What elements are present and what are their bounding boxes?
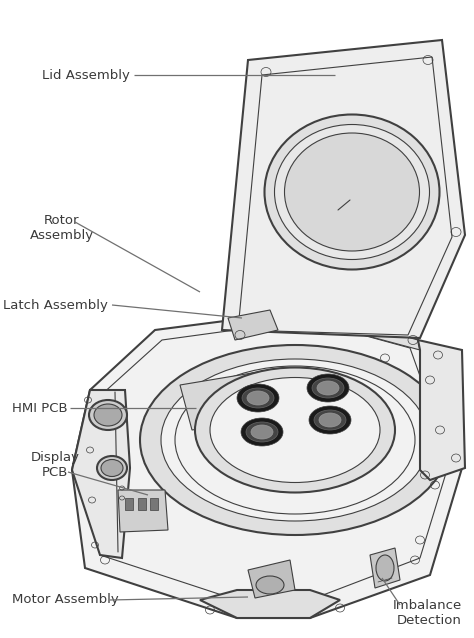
Ellipse shape: [210, 378, 380, 482]
Ellipse shape: [309, 406, 351, 434]
Text: Lid Assembly: Lid Assembly: [42, 68, 130, 82]
Ellipse shape: [264, 114, 439, 269]
Polygon shape: [418, 340, 465, 480]
Ellipse shape: [241, 418, 283, 446]
Ellipse shape: [140, 345, 450, 535]
Ellipse shape: [284, 133, 419, 251]
Text: Rotor
Assembly: Rotor Assembly: [30, 214, 94, 242]
Polygon shape: [72, 390, 130, 558]
Ellipse shape: [312, 378, 344, 398]
Bar: [125, 498, 133, 510]
Text: Imbalance
Detection: Imbalance Detection: [393, 599, 462, 627]
Polygon shape: [200, 590, 340, 618]
Polygon shape: [72, 310, 462, 618]
Ellipse shape: [161, 359, 429, 521]
Polygon shape: [308, 310, 420, 350]
Ellipse shape: [256, 576, 284, 594]
Ellipse shape: [195, 367, 395, 493]
Ellipse shape: [307, 374, 349, 402]
Ellipse shape: [247, 391, 269, 405]
Bar: [138, 498, 146, 510]
Ellipse shape: [94, 404, 122, 426]
Ellipse shape: [237, 384, 279, 412]
Text: Display
PCB: Display PCB: [30, 451, 80, 479]
Text: Latch Assembly: Latch Assembly: [3, 299, 108, 311]
Ellipse shape: [251, 425, 273, 439]
Ellipse shape: [319, 413, 341, 427]
Polygon shape: [118, 490, 168, 532]
Ellipse shape: [376, 555, 394, 581]
Ellipse shape: [97, 456, 127, 480]
Ellipse shape: [274, 124, 429, 260]
Polygon shape: [248, 560, 295, 598]
Polygon shape: [180, 370, 285, 430]
Ellipse shape: [317, 381, 339, 395]
Bar: [150, 498, 158, 510]
Ellipse shape: [89, 400, 127, 430]
Polygon shape: [228, 310, 278, 340]
Polygon shape: [370, 548, 400, 588]
Polygon shape: [222, 40, 465, 338]
Text: HMI PCB: HMI PCB: [12, 401, 68, 415]
Ellipse shape: [242, 388, 274, 408]
Text: Motor Assembly: Motor Assembly: [12, 593, 119, 607]
Ellipse shape: [246, 422, 278, 442]
Ellipse shape: [101, 459, 123, 477]
Ellipse shape: [314, 410, 346, 430]
